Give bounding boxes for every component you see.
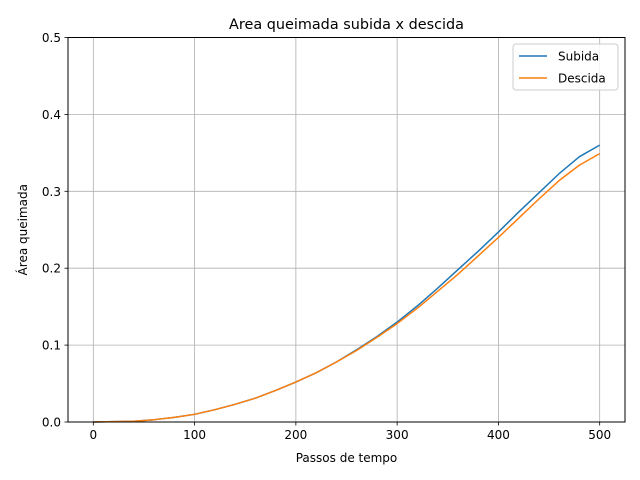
legend-label-subida: Subida	[558, 50, 599, 64]
plot-area-frame	[67, 37, 626, 423]
y-tick-label: 0.1	[42, 339, 61, 353]
x-tick-label: 0	[89, 428, 97, 442]
legend-label-descida: Descida	[558, 72, 606, 86]
y-tick-label: 0.2	[42, 262, 61, 276]
series-lines	[93, 144, 601, 423]
chart-title: Area queimada subida x descida	[229, 17, 464, 33]
x-tick-label: 500	[588, 428, 611, 442]
y-tick-label: 0.3	[42, 185, 61, 199]
series-line-descida	[93, 152, 601, 423]
y-axis-label: Área queimada	[15, 184, 30, 275]
legend: Subida Descida	[512, 43, 619, 91]
x-tick-label: 200	[284, 428, 307, 442]
x-tick-label: 300	[386, 428, 409, 442]
x-tick-label: 400	[487, 428, 510, 442]
y-tick-label: 0.5	[42, 31, 61, 45]
x-tick-label: 100	[183, 428, 206, 442]
grid	[68, 37, 625, 423]
y-tick-label: 0.0	[42, 416, 61, 430]
x-axis-ticks: 0 100 200 300 400 500	[89, 422, 611, 442]
x-axis-label: Passos de tempo	[296, 451, 398, 465]
y-tick-label: 0.4	[42, 108, 61, 122]
y-axis-ticks: 0.0 0.1 0.2 0.3 0.4 0.5	[42, 31, 68, 430]
